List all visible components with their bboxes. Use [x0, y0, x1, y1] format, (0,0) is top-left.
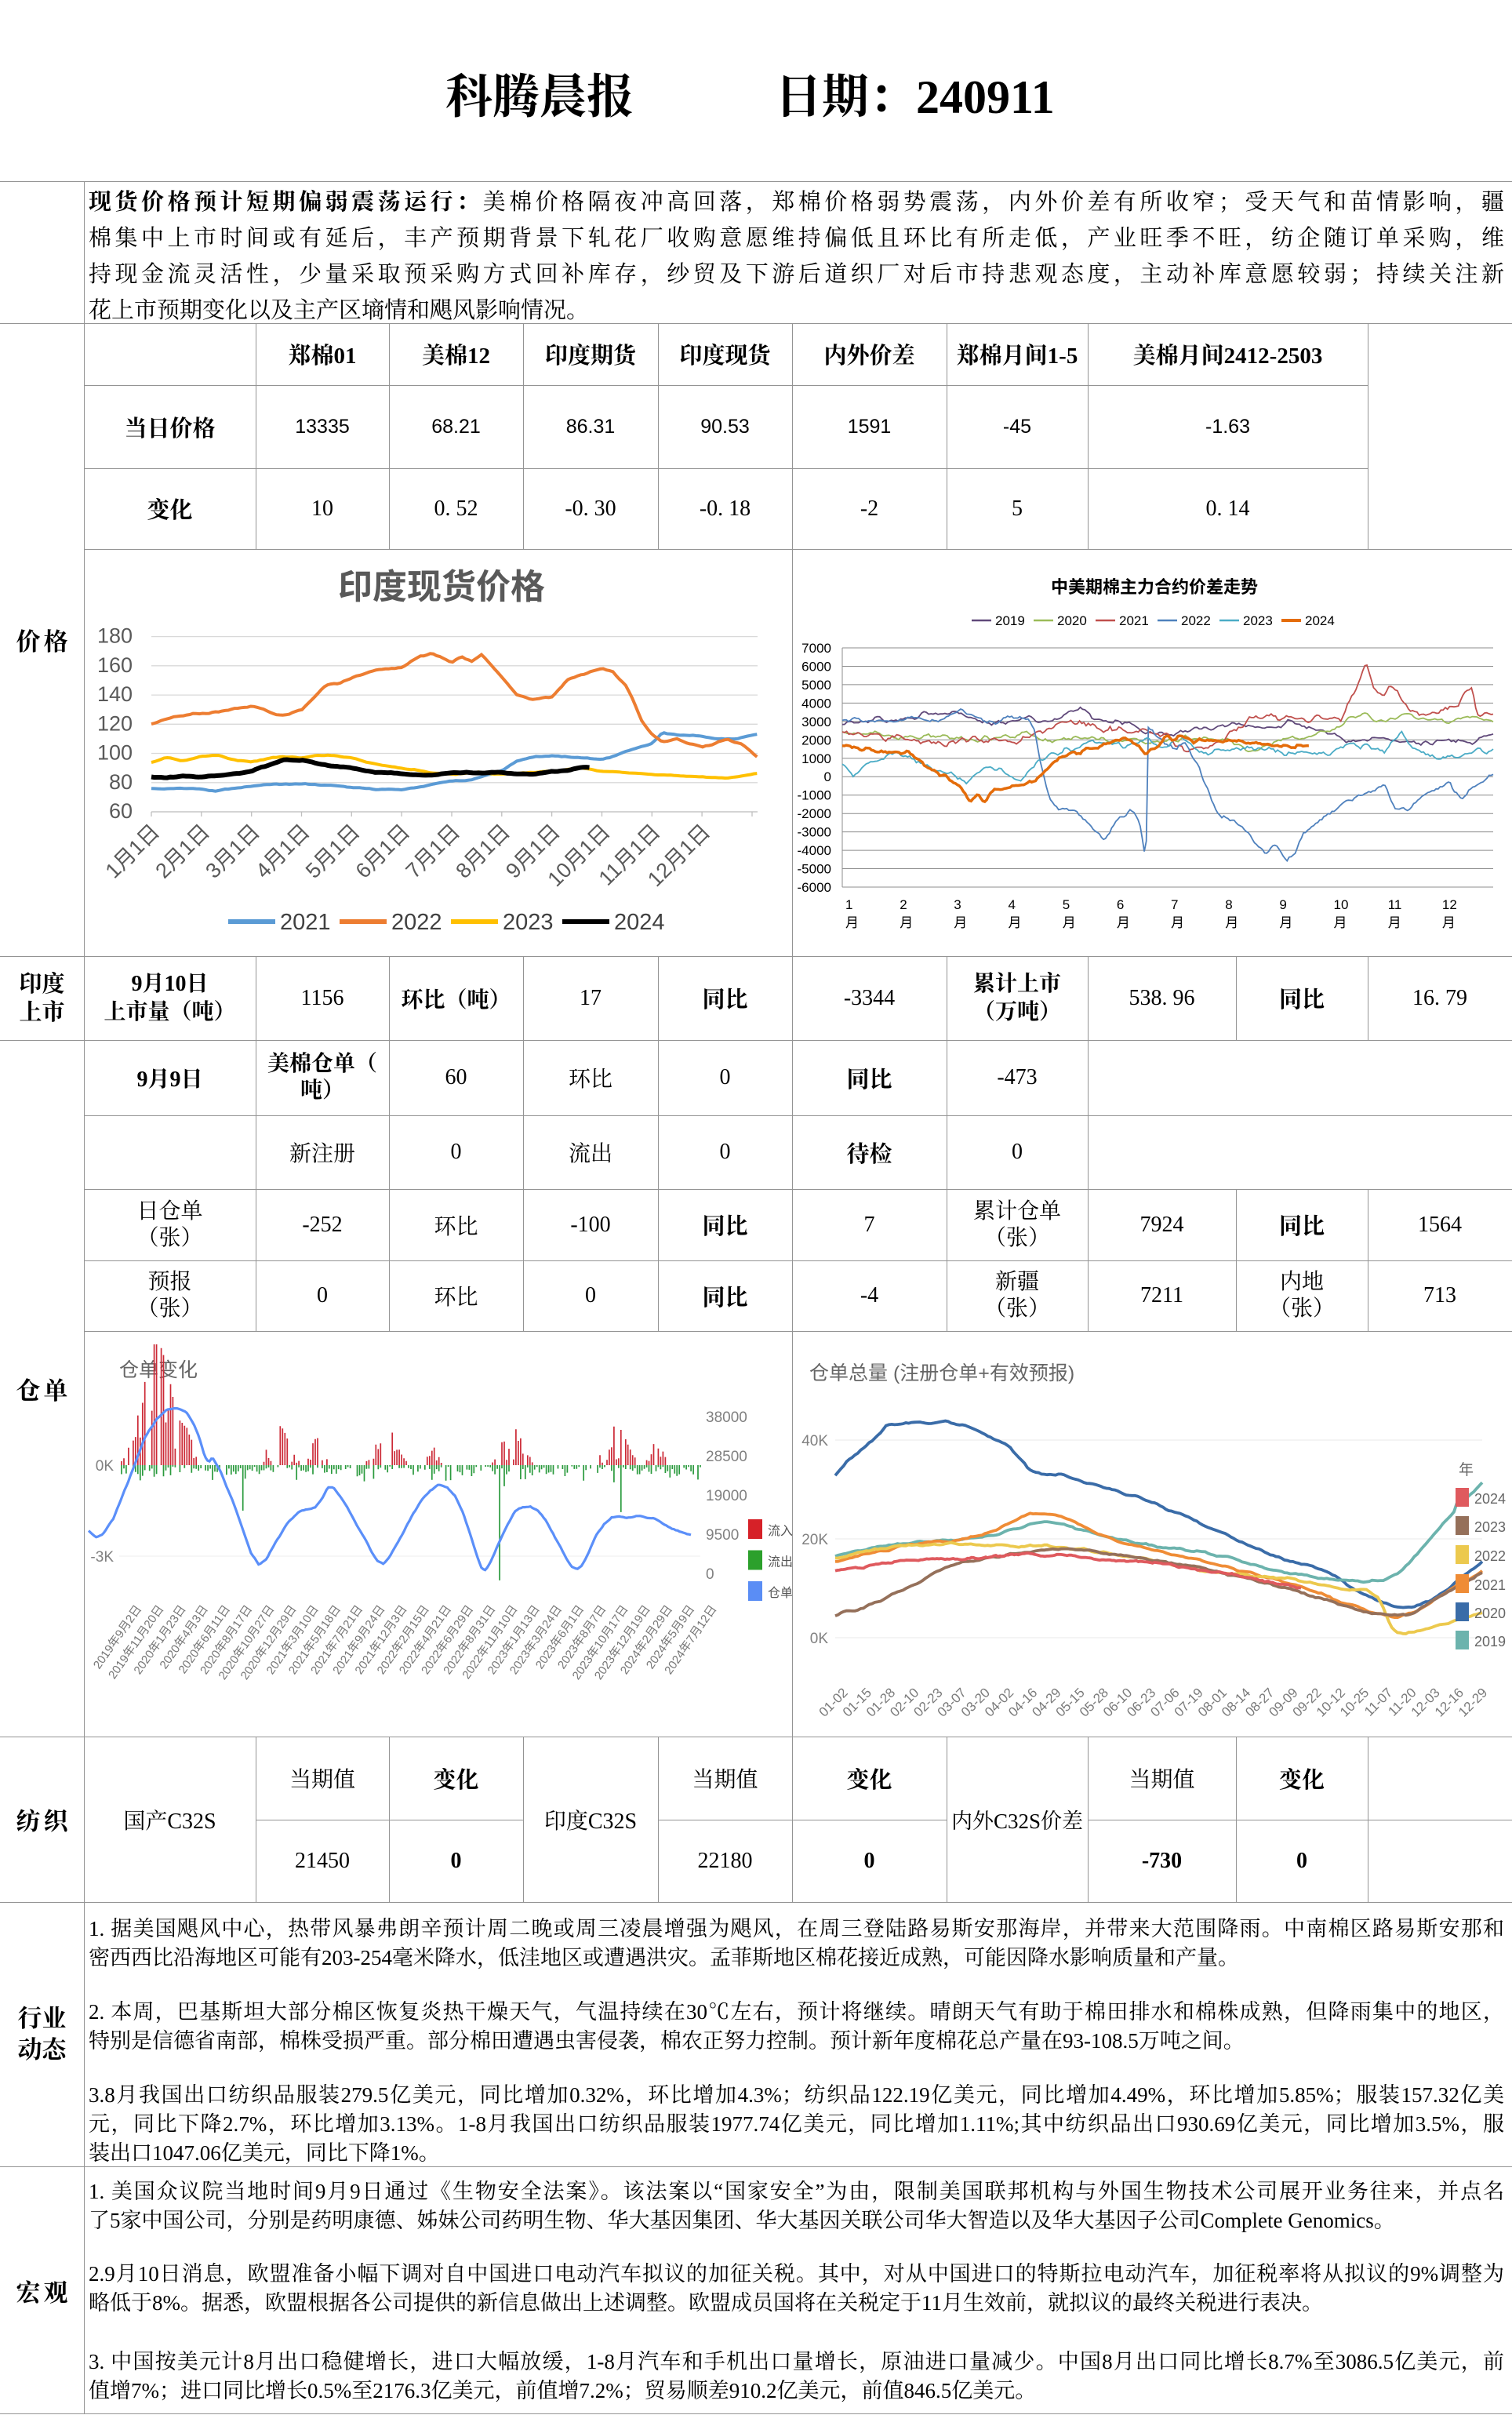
svg-text:2024: 2024: [1305, 613, 1335, 628]
svg-text:3: 3: [954, 897, 961, 912]
svg-text:-6000: -6000: [798, 880, 831, 895]
svg-text:月: 月: [954, 915, 967, 930]
svg-text:2020: 2020: [1057, 613, 1087, 628]
svg-text:5: 5: [1063, 897, 1070, 912]
svg-text:6: 6: [1117, 897, 1124, 912]
svg-text:3月1日: 3月1日: [201, 820, 264, 883]
svg-text:8月1日: 8月1日: [451, 820, 514, 883]
svg-text:2024: 2024: [1474, 1491, 1506, 1507]
svg-text:20K: 20K: [801, 1532, 828, 1548]
svg-text:10: 10: [1334, 897, 1349, 912]
svg-text:-3K: -3K: [90, 1549, 114, 1566]
svg-text:8: 8: [1225, 897, 1232, 912]
svg-text:2019: 2019: [995, 613, 1025, 628]
svg-text:2: 2: [900, 897, 907, 912]
svg-text:2022: 2022: [391, 910, 442, 935]
svg-text:180: 180: [97, 624, 133, 648]
svg-text:2月1日: 2月1日: [151, 820, 214, 883]
svg-text:6月1日: 6月1日: [351, 820, 415, 883]
svg-text:月: 月: [1117, 915, 1130, 930]
svg-text:0K: 0K: [810, 1631, 829, 1647]
svg-text:7月1日: 7月1日: [402, 820, 465, 883]
svg-text:7000: 7000: [801, 641, 831, 656]
svg-text:1: 1: [845, 897, 852, 912]
svg-text:0: 0: [706, 1566, 714, 1583]
svg-text:140: 140: [97, 682, 133, 706]
svg-text:-4000: -4000: [798, 843, 831, 858]
svg-text:仓单总量 (注册仓单+有效预报): 仓单总量 (注册仓单+有效预报): [809, 1362, 1074, 1384]
svg-text:月: 月: [1009, 915, 1022, 930]
svg-text:月: 月: [1171, 915, 1184, 930]
svg-text:2019: 2019: [1474, 1634, 1506, 1649]
svg-text:11: 11: [1388, 897, 1402, 912]
svg-text:1000: 1000: [801, 751, 831, 766]
svg-text:4: 4: [1009, 897, 1016, 912]
svg-text:2022: 2022: [1181, 613, 1211, 628]
svg-text:1月1日: 1月1日: [101, 820, 165, 883]
svg-text:月: 月: [1279, 915, 1292, 930]
svg-text:流出: 流出: [768, 1555, 792, 1569]
svg-text:120: 120: [97, 711, 133, 735]
svg-text:2021: 2021: [280, 910, 331, 935]
svg-text:80: 80: [109, 770, 133, 794]
svg-text:160: 160: [97, 653, 133, 677]
svg-text:19000: 19000: [706, 1488, 747, 1504]
svg-text:2020: 2020: [1474, 1606, 1506, 1621]
svg-text:0: 0: [824, 769, 831, 784]
svg-text:2024: 2024: [614, 910, 665, 935]
svg-text:2022: 2022: [1474, 1548, 1506, 1564]
svg-text:7: 7: [1171, 897, 1178, 912]
svg-text:2023: 2023: [1474, 1519, 1506, 1535]
svg-text:-5000: -5000: [798, 862, 831, 877]
svg-text:38000: 38000: [706, 1409, 747, 1426]
svg-text:2023: 2023: [1243, 613, 1273, 628]
svg-text:5月1日: 5月1日: [301, 820, 365, 883]
svg-text:4000: 4000: [801, 696, 831, 711]
svg-text:仓单: 仓单: [768, 1586, 792, 1600]
svg-text:2000: 2000: [801, 733, 831, 747]
svg-text:印度现货价格: 印度现货价格: [338, 568, 545, 606]
svg-text:60: 60: [109, 799, 133, 823]
svg-text:年: 年: [1459, 1461, 1474, 1478]
svg-text:仓单变化: 仓单变化: [119, 1359, 198, 1381]
svg-text:流入: 流入: [768, 1524, 792, 1538]
svg-text:月: 月: [900, 915, 913, 930]
svg-text:月: 月: [1388, 915, 1401, 930]
svg-text:3000: 3000: [801, 715, 831, 729]
svg-text:9500: 9500: [706, 1527, 739, 1544]
svg-text:月: 月: [1225, 915, 1238, 930]
svg-text:28500: 28500: [706, 1449, 747, 1465]
svg-text:2023: 2023: [503, 910, 554, 935]
svg-text:月: 月: [1334, 915, 1347, 930]
svg-text:月: 月: [1063, 915, 1076, 930]
svg-text:月: 月: [845, 915, 859, 930]
svg-text:100: 100: [97, 741, 133, 765]
svg-text:2021: 2021: [1119, 613, 1149, 628]
svg-text:12: 12: [1442, 897, 1457, 912]
svg-text:-1000: -1000: [798, 788, 831, 803]
svg-text:40K: 40K: [801, 1433, 828, 1449]
svg-text:2021: 2021: [1474, 1577, 1506, 1593]
svg-text:-2000: -2000: [798, 806, 831, 821]
svg-text:月: 月: [1442, 915, 1456, 930]
svg-text:5000: 5000: [801, 678, 831, 693]
svg-text:0K: 0K: [96, 1458, 114, 1475]
svg-text:4月1日: 4月1日: [251, 820, 314, 883]
svg-text:中美期棉主力合约价差走势: 中美期棉主力合约价差走势: [1051, 577, 1258, 597]
svg-text:9: 9: [1279, 897, 1286, 912]
svg-text:6000: 6000: [801, 660, 831, 675]
svg-text:-3000: -3000: [798, 825, 831, 840]
